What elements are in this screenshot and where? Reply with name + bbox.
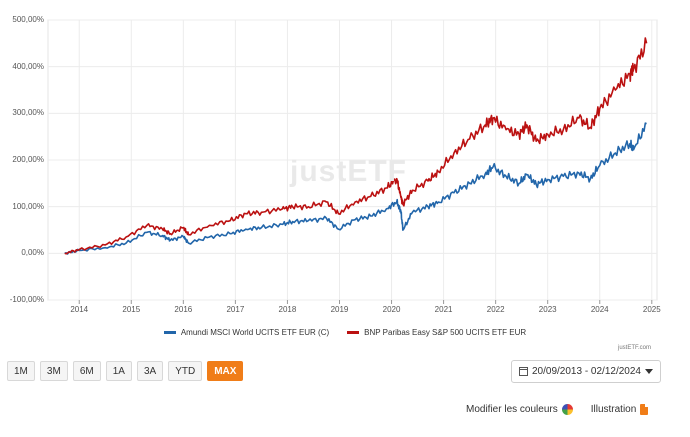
x-tick-label: 2018 (278, 305, 297, 314)
range-button-1m[interactable]: 1M (7, 361, 35, 381)
range-button-6m[interactable]: 6M (72, 361, 101, 381)
modify-colors-label: Modifier les couleurs (466, 404, 558, 415)
legend-swatch-amundi (163, 331, 176, 334)
y-tick-label: 500,00% (12, 15, 44, 24)
x-tick-label: 2014 (70, 305, 89, 314)
illustration-button[interactable]: Illustration (591, 404, 649, 415)
series-line-bnp (64, 37, 648, 255)
x-tick-label: 2022 (486, 305, 505, 314)
x-tick-label: 2017 (226, 305, 245, 314)
x-tick-label: 2023 (538, 305, 557, 314)
range-button-ytd[interactable]: YTD (168, 361, 203, 381)
x-tick-label: 2025 (642, 305, 661, 314)
range-selector: 1M 3M 6M 1A 3A YTD MAX (7, 361, 244, 381)
legend-swatch-bnp (347, 331, 360, 334)
calendar-icon (519, 367, 528, 376)
x-tick-label: 2021 (434, 305, 453, 314)
y-tick-label: 100,00% (12, 201, 44, 211)
range-button-1a[interactable]: 1A (105, 361, 132, 381)
series-line-amundi (64, 122, 647, 255)
watermark: justETF (290, 155, 407, 188)
x-tick-label: 2016 (174, 305, 193, 314)
chart-footer: Modifier les couleurs Illustration (466, 404, 649, 415)
y-tick-label: 0,00% (21, 248, 44, 258)
legend: Amundi MSCI World UCITS ETF EUR (C) BNP … (0, 328, 690, 337)
chevron-down-icon (645, 369, 653, 374)
y-tick-label: -100,00% (9, 295, 44, 304)
color-wheel-icon (561, 404, 573, 415)
legend-label-bnp: BNP Paribas Easy S&P 500 UCITS ETF EUR (364, 328, 527, 337)
chart-area (47, 19, 658, 304)
range-button-3a[interactable]: 3A (136, 361, 164, 381)
date-range-text: 20/09/2013 - 02/12/2024 (532, 366, 641, 377)
x-tick-label: 2024 (590, 305, 609, 314)
date-range-picker[interactable]: 20/09/2013 - 02/12/2024 (511, 360, 661, 383)
y-tick-label: 200,00% (12, 155, 44, 164)
illustration-label: Illustration (590, 404, 637, 415)
legend-item-bnp[interactable]: BNP Paribas Easy S&P 500 UCITS ETF EUR (347, 328, 526, 337)
modify-colors-button[interactable]: Modifier les couleurs (466, 404, 573, 415)
image-file-icon (640, 404, 649, 415)
credit-label: justETF.com (618, 345, 652, 351)
range-button-max[interactable]: MAX (207, 361, 244, 381)
x-tick-label: 2015 (122, 305, 141, 314)
legend-item-amundi[interactable]: Amundi MSCI World UCITS ETF EUR (C) (163, 328, 330, 337)
legend-label-amundi: Amundi MSCI World UCITS ETF EUR (C) (180, 328, 330, 337)
y-tick-label: 400,00% (12, 61, 44, 71)
range-button-3m[interactable]: 3M (39, 361, 68, 381)
x-tick-label: 2020 (382, 305, 401, 314)
y-tick-label: 300,00% (12, 108, 44, 118)
x-tick-label: 2019 (330, 305, 349, 314)
